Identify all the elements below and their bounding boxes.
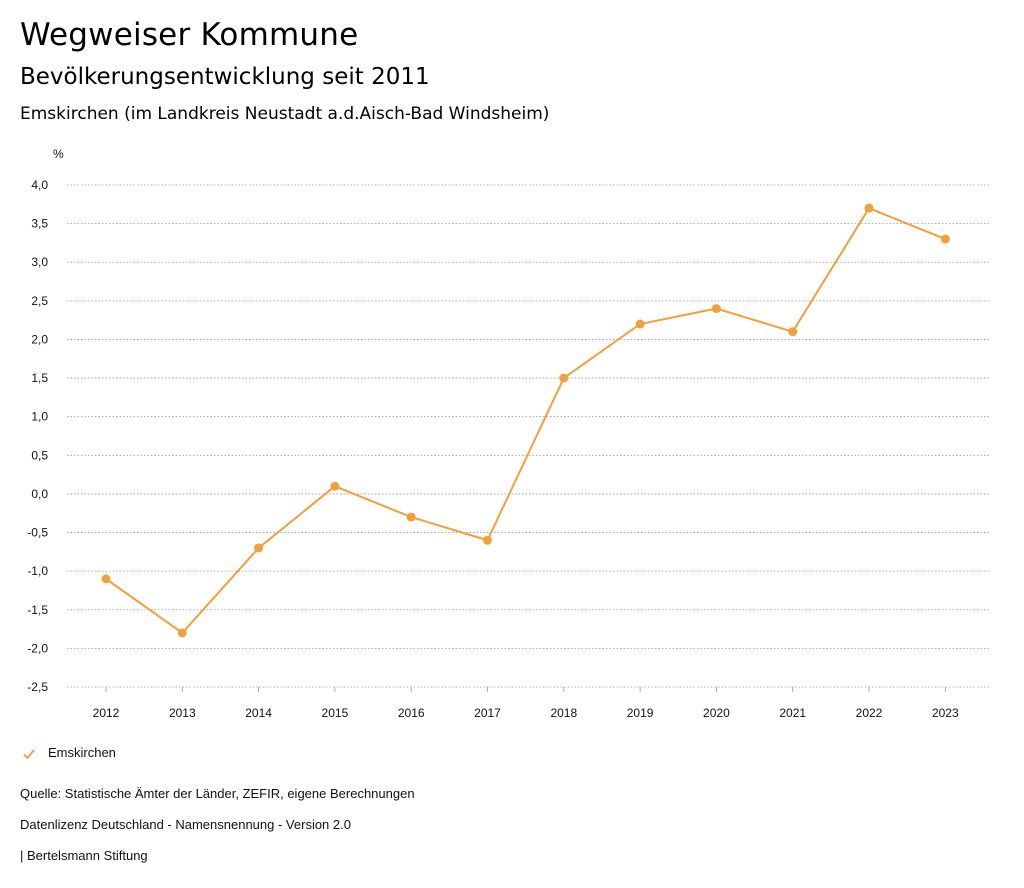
- x-tick-label: 2022: [856, 706, 883, 720]
- y-tick-label: -1,5: [27, 603, 48, 617]
- data-point[interactable]: [177, 628, 187, 638]
- grid-lines: [67, 184, 990, 688]
- y-tick-label: 0,0: [31, 487, 48, 501]
- x-tick-label: 2017: [474, 706, 501, 720]
- y-tick-label: -2,0: [27, 641, 48, 655]
- license-note: Datenlizenz Deutschland - Namensnennung …: [20, 817, 351, 832]
- publisher-note: | Bertelsmann Stiftung: [20, 848, 148, 863]
- y-tick-label: 3,5: [31, 217, 48, 231]
- y-tick-label: 0,5: [31, 448, 48, 462]
- x-tick-label: 2014: [245, 706, 272, 720]
- x-axis-ticks: 2012 2013 2014 2015 2016 2017 2018 2019 2020 2021…: [93, 687, 959, 720]
- data-point[interactable]: [101, 574, 111, 584]
- x-tick-label: 2021: [779, 706, 806, 720]
- region-title: Emskirchen (im Landkreis Neustadt a.d.Ai…: [20, 104, 550, 124]
- legend-label: Emskirchen: [48, 745, 116, 760]
- y-axis-unit: %: [53, 147, 64, 161]
- x-tick-label: 2020: [703, 706, 730, 720]
- y-tick-label: 2,5: [31, 294, 48, 308]
- x-tick-label: 2015: [322, 706, 349, 720]
- data-point[interactable]: [483, 535, 492, 545]
- series-emskirchen: [101, 203, 950, 638]
- data-point[interactable]: [940, 234, 950, 244]
- source-note: Quelle: Statistische Ämter der Länder, Z…: [20, 786, 415, 801]
- x-tick-label: 2012: [93, 706, 120, 720]
- x-tick-label: 2013: [169, 706, 196, 720]
- y-tick-label: 3,0: [31, 255, 48, 269]
- series-line: [105, 206, 946, 635]
- y-tick-label: -2,5: [27, 680, 48, 694]
- x-tick-label: 2016: [398, 706, 425, 720]
- y-tick-label: 4,0: [31, 178, 48, 192]
- data-point[interactable]: [864, 203, 874, 213]
- data-point[interactable]: [254, 543, 264, 553]
- legend-item-emskirchen[interactable]: Emskirchen: [22, 745, 116, 760]
- x-tick-label: 2023: [932, 706, 959, 720]
- y-axis-ticks: 4,0 3,5 3,0 2,5 2,0 1,5 1,0 0,5 0,0 -0,5 -1,0 -1,5 -…: [27, 178, 48, 694]
- page-subtitle: Bevölkerungsentwicklung seit 2011: [20, 64, 430, 90]
- data-point[interactable]: [406, 512, 416, 522]
- data-point[interactable]: [788, 327, 798, 337]
- data-point[interactable]: [330, 481, 340, 491]
- data-point[interactable]: [711, 304, 721, 314]
- check-icon: [22, 746, 36, 760]
- x-tick-label: 2018: [550, 706, 577, 720]
- y-tick-label: -0,5: [27, 526, 48, 540]
- y-tick-label: 1,0: [31, 410, 48, 424]
- line-chart: % 4,0 3,5 3,0 2,5 2,0 1,5 1,0 0,5 0,0 -0,5 -1,0 -1,…: [27, 147, 990, 720]
- y-tick-label: 1,5: [31, 371, 48, 385]
- page-title: Wegweiser Kommune: [20, 17, 359, 53]
- data-point[interactable]: [635, 319, 645, 329]
- y-tick-label: -1,0: [27, 564, 48, 578]
- y-tick-label: 2,0: [31, 332, 48, 346]
- x-tick-label: 2019: [627, 706, 654, 720]
- data-point[interactable]: [559, 373, 569, 383]
